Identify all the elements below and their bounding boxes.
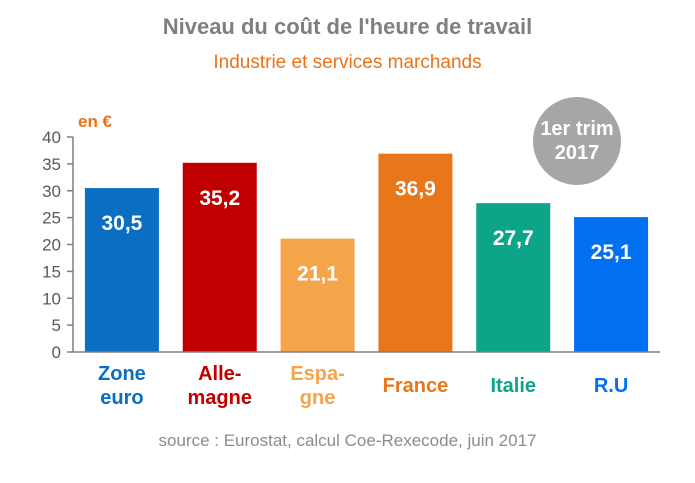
- chart-title: Niveau du coût de l'heure de travail: [162, 14, 533, 39]
- period-badge: 1er trim 2017: [533, 97, 621, 185]
- x-tick-label: Alle-: [198, 363, 241, 385]
- y-tick-label: 25: [42, 209, 61, 228]
- y-tick-label: 0: [52, 343, 61, 362]
- bar-value-label: 35,2: [199, 187, 240, 210]
- bar-value-label: 21,1: [297, 263, 338, 286]
- x-tick-label: Italie: [490, 375, 536, 397]
- bar-value-label: 27,7: [493, 227, 534, 250]
- y-tick-label: 20: [42, 236, 61, 255]
- y-tick-label: 15: [42, 262, 61, 281]
- x-tick-label: R.U: [594, 375, 628, 397]
- x-tick-label: magne: [188, 387, 252, 409]
- x-tick-label: Zone: [98, 363, 146, 385]
- period-badge-line-2: 2017: [554, 142, 600, 164]
- bar: [476, 203, 551, 352]
- bar: [182, 162, 257, 352]
- source-note: source : Eurostat, calcul Coe-Rexecode, …: [158, 431, 537, 450]
- y-tick-label: 10: [42, 289, 61, 308]
- bar-value-label: 36,9: [395, 178, 436, 201]
- x-tick-label: gne: [300, 387, 336, 409]
- y-tick-label: 40: [42, 128, 61, 147]
- bar: [280, 238, 355, 352]
- y-tick-label: 30: [42, 182, 61, 201]
- bar: [84, 188, 159, 352]
- chart-subtitle: Industrie et services marchands: [213, 52, 482, 73]
- y-tick-label: 35: [42, 155, 61, 174]
- x-tick-label: euro: [100, 387, 143, 409]
- period-badge-line-1: 1er trim: [540, 118, 614, 140]
- x-tick-label: Espa-: [290, 363, 344, 385]
- bar: [378, 153, 453, 352]
- unit-label: en €: [78, 112, 113, 131]
- bar-value-label: 25,1: [591, 241, 632, 264]
- bar: [574, 217, 649, 352]
- y-tick-label: 5: [52, 316, 61, 335]
- x-tick-label: France: [383, 375, 449, 397]
- bar-value-label: 30,5: [101, 212, 142, 235]
